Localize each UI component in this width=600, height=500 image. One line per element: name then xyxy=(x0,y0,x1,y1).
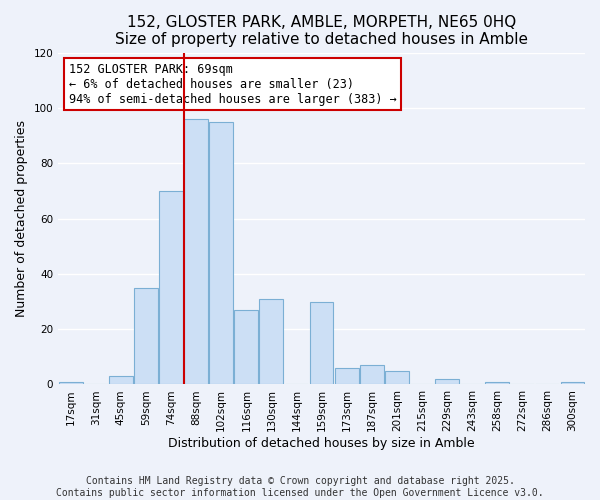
Bar xyxy=(134,288,158,384)
Bar xyxy=(335,368,359,384)
Bar xyxy=(485,382,509,384)
Bar xyxy=(310,302,334,384)
Bar xyxy=(235,310,258,384)
Title: 152, GLOSTER PARK, AMBLE, MORPETH, NE65 0HQ
Size of property relative to detache: 152, GLOSTER PARK, AMBLE, MORPETH, NE65 … xyxy=(115,15,528,48)
Bar xyxy=(385,370,409,384)
Y-axis label: Number of detached properties: Number of detached properties xyxy=(15,120,28,317)
Bar xyxy=(560,382,584,384)
Bar xyxy=(209,122,233,384)
Text: 152 GLOSTER PARK: 69sqm
← 6% of detached houses are smaller (23)
94% of semi-det: 152 GLOSTER PARK: 69sqm ← 6% of detached… xyxy=(69,62,397,106)
Text: Contains HM Land Registry data © Crown copyright and database right 2025.
Contai: Contains HM Land Registry data © Crown c… xyxy=(56,476,544,498)
Bar xyxy=(159,191,183,384)
Bar xyxy=(59,382,83,384)
Bar xyxy=(109,376,133,384)
X-axis label: Distribution of detached houses by size in Amble: Distribution of detached houses by size … xyxy=(168,437,475,450)
Bar xyxy=(435,379,459,384)
Bar xyxy=(259,299,283,384)
Bar xyxy=(360,365,383,384)
Bar xyxy=(184,119,208,384)
